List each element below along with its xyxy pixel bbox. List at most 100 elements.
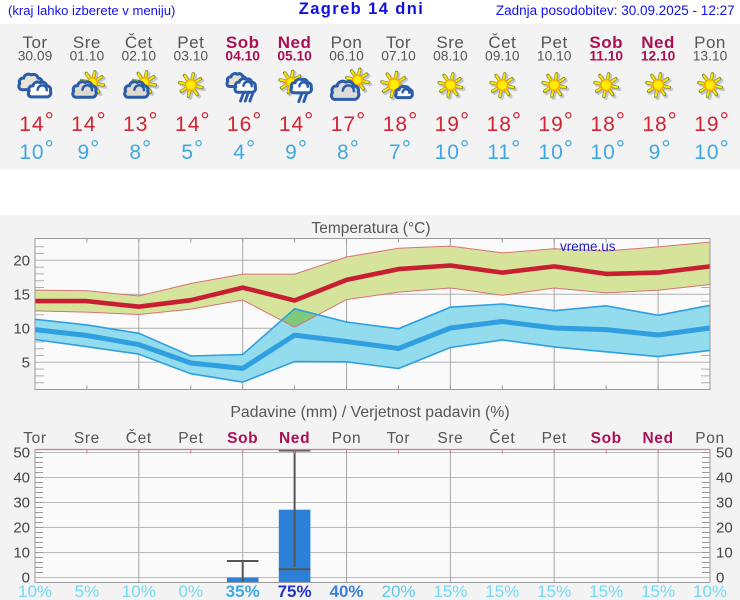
svg-text:9°: 9°: [285, 136, 308, 165]
svg-text:08.10: 08.10: [433, 49, 468, 64]
svg-text:40: 40: [716, 470, 733, 487]
svg-text:10°: 10°: [538, 136, 574, 165]
svg-text:75%: 75%: [278, 582, 312, 600]
svg-text:Sre: Sre: [436, 33, 464, 52]
svg-text:Ned: Ned: [278, 33, 312, 52]
svg-text:Pon: Pon: [695, 430, 725, 447]
svg-text:Ned: Ned: [642, 430, 673, 447]
svg-text:9°: 9°: [77, 136, 100, 165]
svg-text:15%: 15%: [433, 582, 467, 600]
svg-text:10°: 10°: [19, 136, 55, 165]
svg-text:18°: 18°: [487, 108, 523, 137]
svg-text:15%: 15%: [537, 582, 571, 600]
svg-text:01.10: 01.10: [70, 49, 105, 64]
svg-text:19°: 19°: [694, 108, 730, 137]
svg-text:17°: 17°: [331, 108, 367, 137]
svg-text:8°: 8°: [129, 136, 152, 165]
svg-text:Čet: Čet: [125, 33, 153, 52]
svg-text:Ned: Ned: [641, 33, 675, 52]
svg-text:11.10: 11.10: [589, 49, 623, 64]
svg-text:02.10: 02.10: [122, 49, 157, 64]
svg-text:Sob: Sob: [226, 33, 260, 52]
svg-text:20: 20: [13, 520, 30, 537]
svg-text:50: 50: [13, 445, 30, 462]
svg-text:0%: 0%: [179, 582, 204, 600]
svg-text:Pet: Pet: [542, 430, 567, 447]
svg-text:50: 50: [716, 445, 733, 462]
svg-text:8°: 8°: [337, 136, 360, 165]
svg-text:40%: 40%: [329, 582, 363, 600]
svg-text:14°: 14°: [71, 108, 107, 137]
svg-text:Sre: Sre: [73, 33, 101, 52]
svg-text:30.09: 30.09: [18, 49, 53, 64]
svg-text:10: 10: [13, 320, 30, 337]
svg-text:18°: 18°: [383, 108, 419, 137]
svg-text:10%: 10%: [693, 582, 727, 600]
svg-text:Sre: Sre: [74, 430, 100, 447]
svg-text:7°: 7°: [389, 136, 412, 165]
svg-text:16°: 16°: [227, 108, 263, 137]
svg-text:Pet: Pet: [541, 33, 568, 52]
svg-text:19°: 19°: [435, 108, 471, 137]
svg-text:Sob: Sob: [591, 430, 622, 447]
svg-text:10: 10: [716, 545, 733, 562]
svg-text:40: 40: [13, 470, 30, 487]
svg-text:05.10: 05.10: [277, 49, 312, 64]
svg-text:10%: 10%: [122, 582, 156, 600]
svg-text:10.10: 10.10: [537, 49, 572, 64]
svg-text:Tor: Tor: [386, 33, 411, 52]
svg-text:19°: 19°: [538, 108, 574, 137]
svg-text:0: 0: [716, 570, 724, 587]
svg-text:10°: 10°: [435, 136, 471, 165]
svg-text:Pet: Pet: [178, 430, 203, 447]
svg-text:18°: 18°: [642, 108, 678, 137]
svg-text:Pon: Pon: [332, 430, 362, 447]
svg-text:30: 30: [716, 495, 733, 512]
svg-text:07.10: 07.10: [381, 49, 416, 64]
svg-text:11°: 11°: [487, 136, 521, 165]
svg-text:20: 20: [13, 252, 30, 269]
svg-text:15: 15: [13, 286, 30, 303]
svg-text:Zadnja posodobitev: 30.09.2025: Zadnja posodobitev: 30.09.2025 - 12:27: [496, 3, 735, 18]
svg-text:9°: 9°: [649, 136, 672, 165]
svg-text:Čet: Čet: [488, 33, 516, 52]
svg-text:10°: 10°: [694, 136, 730, 165]
svg-text:10°: 10°: [590, 136, 626, 165]
svg-text:13.10: 13.10: [693, 49, 728, 64]
svg-text:04.10: 04.10: [225, 49, 260, 64]
svg-text:4°: 4°: [233, 136, 256, 165]
svg-text:Pon: Pon: [331, 33, 363, 52]
svg-text:Čet: Čet: [126, 430, 152, 447]
svg-text:10%: 10%: [18, 582, 52, 600]
svg-text:Ned: Ned: [279, 430, 310, 447]
svg-text:15%: 15%: [589, 582, 623, 600]
svg-text:09.10: 09.10: [485, 49, 520, 64]
svg-text:Tor: Tor: [22, 33, 47, 52]
svg-text:20%: 20%: [381, 582, 415, 600]
svg-text:Sre: Sre: [437, 430, 463, 447]
svg-text:30: 30: [13, 495, 30, 512]
svg-text:vreme.us: vreme.us: [560, 239, 616, 254]
svg-text:0: 0: [22, 570, 30, 587]
svg-text:15%: 15%: [641, 582, 675, 600]
svg-text:Pon: Pon: [694, 33, 726, 52]
svg-text:15%: 15%: [485, 582, 519, 600]
svg-text:14°: 14°: [19, 108, 55, 137]
svg-text:Temperatura (°C): Temperatura (°C): [311, 220, 430, 237]
svg-text:Pet: Pet: [177, 33, 204, 52]
svg-text:Padavine (mm) / Verjetnost pad: Padavine (mm) / Verjetnost padavin (%): [230, 404, 509, 421]
svg-text:5: 5: [22, 354, 30, 371]
svg-text:06.10: 06.10: [329, 49, 364, 64]
svg-text:03.10: 03.10: [174, 49, 209, 64]
svg-text:35%: 35%: [226, 582, 260, 600]
svg-text:5%: 5%: [75, 582, 100, 600]
svg-text:Sob: Sob: [589, 33, 623, 52]
svg-text:Tor: Tor: [387, 430, 410, 447]
svg-text:18°: 18°: [590, 108, 626, 137]
svg-text:(kraj lahko izberete v meniju): (kraj lahko izberete v meniju): [8, 3, 175, 18]
svg-text:Tor: Tor: [23, 430, 46, 447]
svg-text:5°: 5°: [181, 136, 204, 165]
svg-text:Zagreb 14 dni: Zagreb 14 dni: [299, 0, 424, 18]
svg-text:12.10: 12.10: [641, 49, 676, 64]
svg-text:20: 20: [716, 520, 733, 537]
